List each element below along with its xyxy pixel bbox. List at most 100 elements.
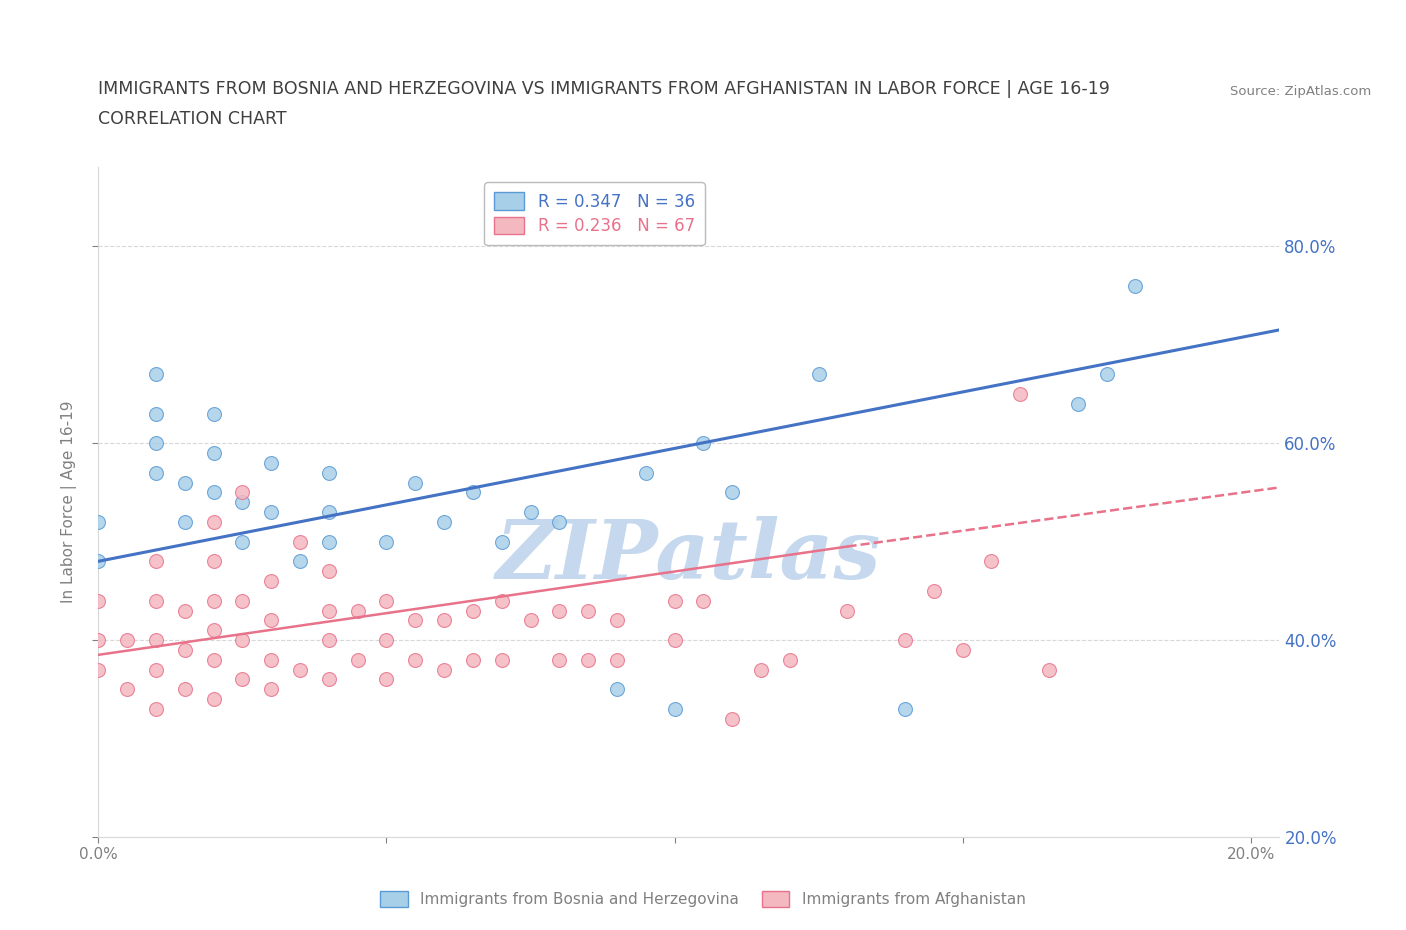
Point [433, 514, 456, 529]
Point [87, 632, 110, 647]
Point [375, 534, 398, 549]
Point [202, 445, 225, 460]
Point [318, 465, 340, 480]
Point [461, 603, 484, 618]
Point [894, 632, 917, 647]
Point [318, 564, 340, 578]
Point [145, 662, 167, 677]
Point [404, 613, 426, 628]
Point [606, 682, 628, 697]
Point [288, 534, 311, 549]
Point [288, 662, 311, 677]
Point [1125, 278, 1147, 293]
Point [922, 583, 945, 598]
Point [173, 643, 195, 658]
Point [1095, 366, 1118, 381]
Point [231, 534, 253, 549]
Point [202, 623, 225, 638]
Text: CORRELATION CHART: CORRELATION CHART [98, 111, 287, 128]
Point [606, 652, 628, 667]
Point [664, 593, 686, 608]
Point [779, 652, 801, 667]
Point [173, 475, 195, 490]
Legend: Immigrants from Bosnia and Herzegovina, Immigrants from Afghanistan: Immigrants from Bosnia and Herzegovina, … [374, 884, 1032, 913]
Point [145, 593, 167, 608]
Point [548, 652, 571, 667]
Point [980, 554, 1002, 569]
Point [346, 603, 368, 618]
Point [202, 514, 225, 529]
Point [87, 662, 110, 677]
Point [87, 514, 110, 529]
Point [318, 534, 340, 549]
Point [173, 514, 195, 529]
Point [894, 701, 917, 716]
Point [346, 652, 368, 667]
Point [634, 465, 657, 480]
Point [692, 593, 714, 608]
Point [260, 574, 283, 589]
Point [318, 603, 340, 618]
Point [231, 485, 253, 499]
Point [404, 652, 426, 667]
Point [231, 495, 253, 510]
Point [202, 593, 225, 608]
Point [260, 613, 283, 628]
Text: ZIPatlas: ZIPatlas [496, 516, 882, 596]
Point [375, 593, 398, 608]
Point [606, 613, 628, 628]
Point [145, 632, 167, 647]
Point [461, 652, 484, 667]
Point [145, 701, 167, 716]
Point [145, 435, 167, 450]
Point [721, 711, 744, 726]
Point [491, 593, 513, 608]
Legend: R = 0.347   N = 36, R = 0.236   N = 67: R = 0.347 N = 36, R = 0.236 N = 67 [484, 182, 704, 246]
Point [231, 593, 253, 608]
Y-axis label: In Labor Force | Age 16-19: In Labor Force | Age 16-19 [60, 401, 77, 604]
Point [173, 603, 195, 618]
Point [260, 505, 283, 520]
Point [318, 672, 340, 687]
Point [202, 406, 225, 421]
Point [260, 456, 283, 471]
Point [115, 632, 138, 647]
Point [519, 505, 541, 520]
Point [145, 465, 167, 480]
Point [664, 701, 686, 716]
Point [576, 652, 599, 667]
Point [491, 652, 513, 667]
Point [692, 435, 714, 450]
Point [375, 672, 398, 687]
Text: Source: ZipAtlas.com: Source: ZipAtlas.com [1230, 85, 1371, 98]
Text: IMMIGRANTS FROM BOSNIA AND HERZEGOVINA VS IMMIGRANTS FROM AFGHANISTAN IN LABOR F: IMMIGRANTS FROM BOSNIA AND HERZEGOVINA V… [98, 80, 1111, 98]
Point [318, 505, 340, 520]
Point [1067, 396, 1090, 411]
Point [318, 632, 340, 647]
Point [433, 662, 456, 677]
Point [231, 632, 253, 647]
Point [664, 632, 686, 647]
Point [173, 682, 195, 697]
Point [202, 692, 225, 707]
Point [145, 554, 167, 569]
Point [115, 682, 138, 697]
Point [1010, 387, 1032, 402]
Point [433, 613, 456, 628]
Point [375, 632, 398, 647]
Point [145, 406, 167, 421]
Point [145, 366, 167, 381]
Point [721, 485, 744, 499]
Point [952, 643, 974, 658]
Point [202, 554, 225, 569]
Point [260, 682, 283, 697]
Point [1038, 662, 1060, 677]
Point [202, 652, 225, 667]
Point [576, 603, 599, 618]
Point [461, 485, 484, 499]
Point [202, 485, 225, 499]
Point [288, 554, 311, 569]
Point [491, 534, 513, 549]
Point [807, 366, 830, 381]
Point [837, 603, 859, 618]
